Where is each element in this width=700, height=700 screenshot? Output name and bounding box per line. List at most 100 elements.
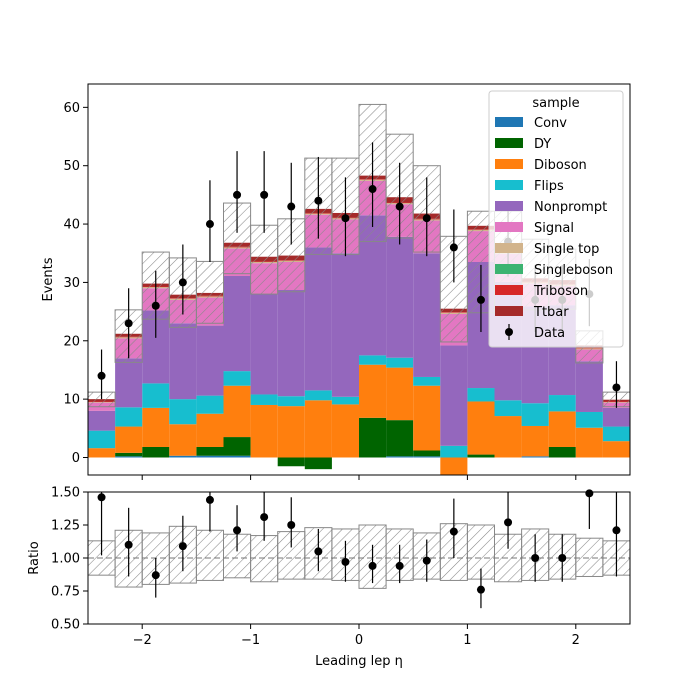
ratio-point [476,585,485,594]
legend-frame [488,90,624,348]
x-tick-label: −2 [133,633,152,648]
bar-segment [223,371,251,386]
bar-segment [413,253,441,377]
legend-swatch [495,285,523,295]
legend-swatch [495,180,523,190]
ratio-point [395,561,404,570]
y-tick-label: 0 [72,451,80,466]
bar-segment [359,364,387,418]
bar-segment [304,400,332,458]
bar-segment [602,426,630,442]
ratio-panel: 0.50 0.75 1.00 1.25 1.50 −2 −1 0 1 2 Ratio Leadi… [27,486,631,669]
bar-segment [196,455,224,458]
bar-segment [467,401,495,455]
bar-segment [169,399,197,425]
ratio-y-axis-ticks: 0.50 0.75 1.00 1.25 1.50 [51,486,88,633]
bar-segment [521,425,549,457]
data-point [612,383,621,392]
legend-swatch [495,306,523,316]
data-point [205,220,214,229]
bar-segment [386,357,414,368]
data-point [422,214,431,223]
ratio-point [97,493,106,502]
bar-segment [115,452,143,457]
bar-segment [115,426,143,453]
bar-segment [304,457,332,470]
bar-segment [413,376,441,386]
bar-segment [196,395,224,414]
bar-segment [359,417,387,458]
bar-segment [331,253,359,397]
data-point [368,185,377,194]
ratio-band-bin [575,537,604,577]
legend-label: Triboson [533,284,588,299]
bar-segment [386,456,414,458]
ratio-point [341,557,350,566]
ratio-y-tick-label: 1.25 [51,519,80,534]
ratio-y-tick-label: 1.50 [51,486,80,501]
bar-segment [602,441,630,458]
data-point [151,301,160,310]
uncertainty-band-bin [195,260,224,324]
bar-segment [386,367,414,421]
bar-segment [142,407,170,447]
bar-segment [196,413,224,447]
legend-items: Conv DY Diboson Flips Nonprompt Signal Single … [495,116,613,341]
ratio-band-bin [250,535,279,583]
data-point [178,278,187,287]
bar-segment [88,410,116,431]
ratio-y-axis-label: Ratio [27,541,42,574]
bar-segment [331,396,359,405]
bar-segment [277,290,305,397]
bar-segment [277,406,305,458]
legend-label: DY [534,137,551,152]
bar-segment [602,407,630,427]
bar-segment [386,420,414,457]
ratio-y-tick-label: 1.00 [51,552,80,567]
legend-label: Conv [534,116,567,131]
data-point [476,295,485,304]
bar-segment [304,247,332,391]
bar-segment [440,345,468,446]
x-tick-label: −1 [241,633,260,648]
data-point [233,190,242,199]
data-points [97,142,621,408]
bar-segment [467,388,495,402]
bar-segment [413,385,441,451]
ratio-y-tick-label: 0.75 [51,585,80,600]
bar-segment [169,455,197,458]
legend-swatch [495,201,523,211]
bar-segment [196,446,224,456]
ratio-point [504,518,513,527]
y-tick-label: 30 [63,276,80,291]
legend-label: Nonprompt [534,200,607,215]
ratio-band-bin [195,529,224,581]
bar-segment [494,416,522,458]
ratio-point [287,521,296,529]
legend-swatch [495,138,523,148]
legend-label: Flips [534,179,564,194]
x-tick-label: 2 [572,633,580,648]
bar-segment [575,411,603,428]
legend-title: sample [532,96,579,111]
legend-label: Singleboson [534,263,613,278]
bar-segment [169,323,197,400]
ratio-y-tick-label: 0.50 [51,618,80,633]
ratio-uncertainty-band [88,523,630,589]
y-tick-label: 40 [63,218,80,233]
legend-swatch [495,222,523,232]
ratio-point [612,526,621,535]
bar-segment [548,446,576,458]
legend-swatch [495,243,523,253]
ratio-point [368,561,377,570]
legend-label: Single top [534,242,599,257]
bar-segment [250,394,278,405]
ratio-point [233,526,242,535]
bar-segment [548,411,576,447]
ratio-point [151,571,160,580]
bar-segment [440,457,468,475]
bar-segment [575,361,603,412]
data-point [314,196,323,205]
data-point [395,202,404,211]
bar-segment [575,427,603,458]
